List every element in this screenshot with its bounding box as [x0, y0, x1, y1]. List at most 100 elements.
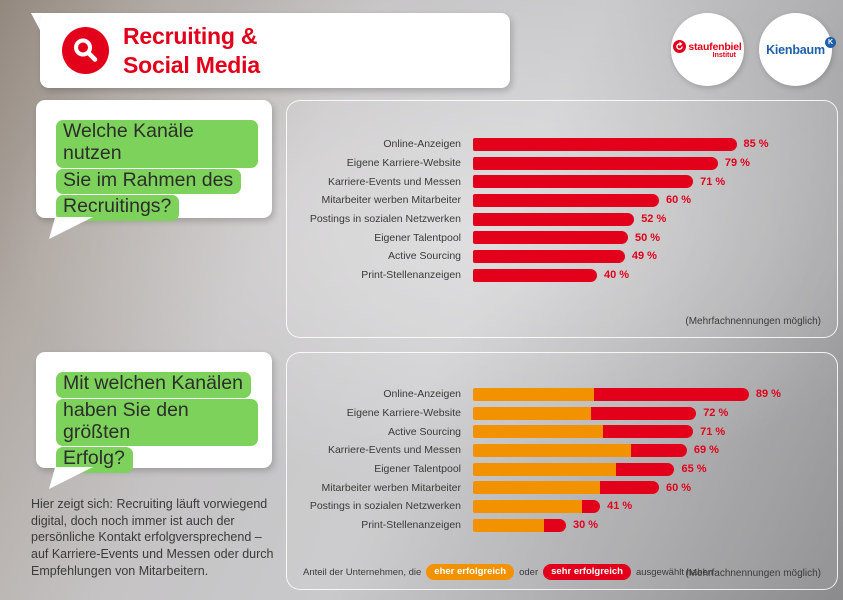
bar-segment [473, 443, 632, 457]
bar-segment [581, 499, 601, 513]
kienbaum-logo-text: Kienbaum K [766, 36, 836, 57]
chart-1-footnote: (Mehrfachnennungen möglich) [685, 316, 821, 327]
question-bubble-1: Welche Kanäle nutzen Sie im Rahmen des R… [36, 100, 272, 239]
bar-segment [473, 425, 604, 439]
bar-track: 49 % [473, 249, 657, 263]
bar-value: 85 % [743, 138, 769, 151]
bar-row: Karriere-Events und Messen 69 % [287, 441, 837, 460]
bar-track: 60 % [473, 481, 692, 495]
bar-row: Mitarbeiter werben Mitarbeiter 60 % [287, 478, 837, 497]
question2-line1: Mit welchen Kanälen [56, 372, 251, 398]
staufenbiel-logo-subtext: Institut [712, 52, 736, 59]
bar-label: Active Sourcing [388, 250, 461, 263]
bar-row: Eigener Talentpool 50 % [287, 228, 837, 247]
page-title-line2: Social Media [123, 51, 260, 78]
bar-label: Online-Anzeigen [383, 138, 461, 151]
bar-value: 41 % [607, 500, 633, 513]
bar-value: 52 % [641, 213, 667, 226]
bar-label: Print-Stellenanzeigen [361, 269, 461, 282]
bar-segment [631, 443, 687, 457]
header-bubble: Recruiting & Social Media [40, 13, 510, 88]
legend-middle: oder [519, 566, 539, 578]
bar-value: 49 % [631, 250, 657, 263]
bar-label: Postings in sozialen Netzwerken [309, 500, 461, 513]
bar-segment [473, 387, 594, 401]
chart-2-footnote: (Mehrfachnennungen möglich) [685, 568, 821, 579]
staufenbiel-logo: staufenbiel Institut [671, 13, 744, 86]
bar-label: Eigener Talentpool [374, 231, 461, 244]
bar-row: Eigene Karriere-Website 79 % [287, 154, 837, 173]
bar-row: Online-Anzeigen 85 % [287, 135, 837, 154]
bar-segment [473, 406, 591, 420]
bar-value: 50 % [635, 231, 661, 244]
question-bubble-2: Mit welchen Kanälen haben Sie den größte… [36, 352, 272, 489]
bar-segment [544, 518, 566, 532]
bar-track: 65 % [473, 462, 707, 476]
bar-track: 79 % [473, 156, 750, 170]
bar-segment [590, 406, 697, 420]
bar-track: 89 % [473, 387, 781, 401]
kienbaum-logo: Kienbaum K [759, 13, 836, 86]
chart-2-legend: Anteil der Unternehmen, die eher erfolgr… [303, 564, 713, 580]
kienbaum-logo-wordmark: Kienbaum [766, 42, 825, 57]
bar-label: Mitarbeiter werben Mitarbeiter [321, 194, 461, 207]
question-bubble-2-tail [49, 467, 93, 489]
bar-value: 40 % [604, 269, 630, 282]
bar-segment [600, 481, 659, 495]
bar-track: 60 % [473, 193, 692, 207]
bar-value: 60 % [666, 194, 692, 207]
bar-track: 40 % [473, 268, 630, 282]
bar-track: 69 % [473, 443, 719, 457]
bar-row: Eigene Karriere-Website 72 % [287, 404, 837, 423]
question1-line2: Sie im Rahmen des [56, 168, 242, 195]
bar-label: Mitarbeiter werben Mitarbeiter [321, 481, 461, 494]
bar-row: Active Sourcing 49 % [287, 247, 837, 266]
bar-label: Karriere-Events und Messen [327, 444, 461, 457]
bar-label: Print-Stellenanzeigen [361, 519, 461, 532]
bar-segment [473, 268, 597, 282]
question1-line1: Welche Kanäle nutzen [56, 120, 258, 168]
bar-value: 72 % [703, 407, 729, 420]
bar-row: Eigener Talentpool 65 % [287, 460, 837, 479]
staufenbiel-swirl-icon [673, 40, 687, 53]
bar-label: Eigene Karriere-Website [346, 157, 461, 170]
bar-segment [473, 137, 737, 151]
bar-row: Postings in sozialen Netzwerken 41 % [287, 497, 837, 516]
legend-badge-sehr-erfolgreich: sehr erfolgreich [543, 564, 631, 580]
question2-line3: Erfolg? [56, 447, 133, 474]
bar-segment [473, 193, 659, 207]
bar-label: Eigene Karriere-Website [346, 407, 461, 420]
bar-value: 69 % [693, 444, 719, 457]
search-icon [62, 27, 109, 74]
legend-prefix: Anteil der Unternehmen, die [303, 566, 422, 578]
bar-segment [473, 462, 616, 476]
bar-segment [473, 156, 718, 170]
bar-row: Active Sourcing 71 % [287, 422, 837, 441]
bar-value: 89 % [755, 388, 781, 401]
kienbaum-k-badge: K [824, 36, 836, 48]
bar-track: 30 % [473, 518, 599, 532]
chart-panel-usage: Online-Anzeigen 85 % Eigene Karriere-Websi… [286, 100, 838, 338]
staufenbiel-logo-text: staufenbiel [688, 40, 742, 53]
bar-value: 60 % [665, 481, 692, 494]
bar-track: 41 % [473, 499, 633, 513]
bar-segment [473, 499, 582, 513]
bar-segment [603, 425, 694, 439]
bar-label: Online-Anzeigen [383, 388, 461, 401]
bar-label: Postings in sozialen Netzwerken [309, 213, 461, 226]
bar-row: Postings in sozialen Netzwerken 52 % [287, 210, 837, 229]
bar-value: 30 % [572, 519, 599, 532]
bar-track: 50 % [473, 231, 661, 245]
bar-segment [473, 518, 545, 532]
bar-track: 52 % [473, 212, 667, 226]
bar-segment [473, 175, 694, 189]
bar-track: 71 % [473, 175, 725, 189]
bar-row: Online-Anzeigen 89 % [287, 385, 837, 404]
bar-segment [473, 231, 628, 245]
bar-value: 79 % [724, 157, 750, 170]
bar-label: Karriere-Events und Messen [327, 175, 461, 188]
page-title-line1: Recruiting & [123, 23, 258, 50]
chart-panel-success: Online-Anzeigen 89 % Eigene Karriere-Websi… [286, 352, 838, 590]
bar-row: Karriere-Events und Messen 71 % [287, 172, 837, 191]
